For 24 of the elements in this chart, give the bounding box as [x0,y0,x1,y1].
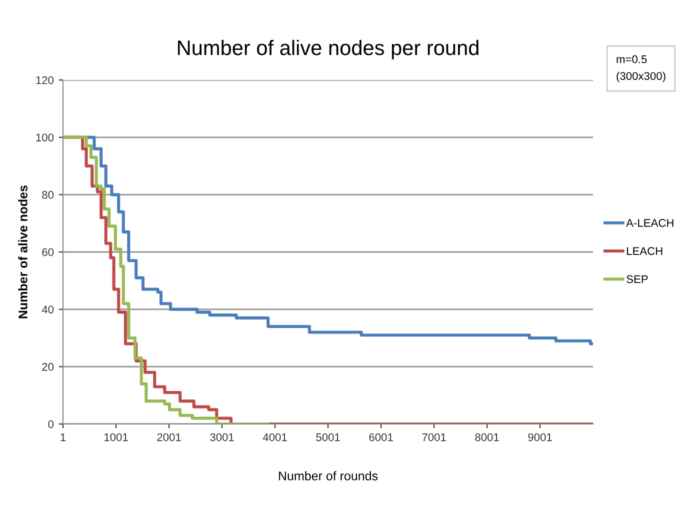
y-axis-title: Number of alive nodes [18,185,28,318]
x-axis-title: Number of rounds [279,471,378,480]
y-tick-label: 120 [36,76,54,84]
x-tick-label: 9001 [528,433,552,442]
legend-label: A-LEACH [626,218,674,227]
x-tick-label: 4001 [262,433,287,442]
y-tick-label: 80 [42,190,54,199]
x-tick-label: 2001 [157,433,181,442]
x-tick-label: 3001 [210,433,234,442]
chart-title: Number of alive nodes per round [178,40,478,60]
y-tick-label: 100 [36,134,54,142]
x-tick-label: 6001 [369,433,393,442]
y-tick-label: 0 [48,420,54,428]
y-tick-label: 20 [42,362,54,371]
x-tick-label: 5001 [316,433,340,442]
text: m=0.5 (300x300) [616,55,666,82]
legend-label: LEACH [626,247,662,255]
x-tick-label: 8001 [475,433,499,442]
x-tick-label: 7001 [422,433,446,442]
x-tick-label: 1 [60,433,66,442]
x-tick-label: 1001 [104,433,128,442]
y-tick-label: 60 [42,248,54,256]
y-tick-label: 40 [42,306,54,314]
legend-label: SEP [626,275,648,284]
